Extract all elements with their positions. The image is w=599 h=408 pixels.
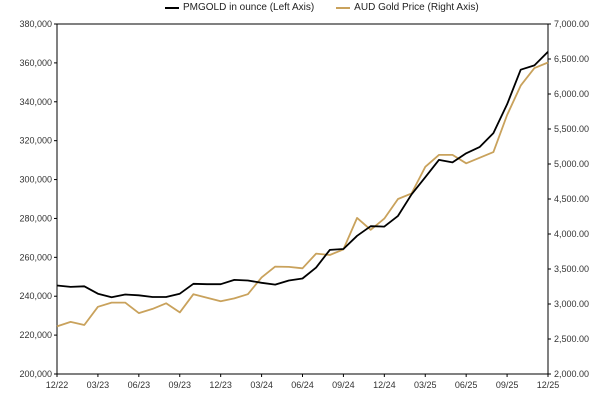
x-axis-tick-label: 12/24 — [373, 380, 396, 390]
x-axis-tick-label: 03/23 — [87, 380, 110, 390]
x-axis-tick-label: 09/24 — [332, 380, 355, 390]
left-axis-tick-label: 200,000 — [19, 369, 52, 379]
x-axis-tick-label: 09/25 — [496, 380, 519, 390]
left-axis-tick-label: 240,000 — [19, 291, 52, 301]
x-axis-tick-label: 03/24 — [250, 380, 273, 390]
legend-item-pmgold: PMGOLD in ounce (Left Axis) — [165, 2, 314, 13]
right-axis-tick-label: 7,000.00 — [554, 19, 589, 29]
right-axis-tick-label: 5,500.00 — [554, 124, 589, 134]
right-axis-tick-label: 4,000.00 — [554, 229, 589, 239]
left-axis-tick-label: 320,000 — [19, 136, 52, 146]
right-axis-tick-label: 5,000.00 — [554, 159, 589, 169]
legend-item-aud-gold: AUD Gold Price (Right Axis) — [336, 2, 479, 13]
left-axis-tick-label: 360,000 — [19, 58, 52, 68]
left-axis-tick-label: 220,000 — [19, 330, 52, 340]
right-axis-tick-label: 2,500.00 — [554, 334, 589, 344]
legend-swatch-aud-gold — [336, 6, 351, 9]
right-axis-tick-label: 3,500.00 — [554, 264, 589, 274]
x-axis-tick-label: 12/23 — [209, 380, 232, 390]
plot-area-frame — [56, 23, 549, 375]
x-axis-tick-label: 03/25 — [414, 380, 437, 390]
left-axis-tick-label: 380,000 — [19, 19, 52, 29]
right-axis-tick-label: 4,500.00 — [554, 194, 589, 204]
right-axis-tick-label: 2,000.00 — [554, 369, 589, 379]
x-axis-tick-label: 06/24 — [291, 380, 314, 390]
x-axis-tick-label: 06/25 — [455, 380, 478, 390]
right-axis-tick-label: 3,000.00 — [554, 299, 589, 309]
left-axis-tick-label: 260,000 — [19, 252, 52, 262]
legend-label-pmgold: PMGOLD in ounce (Left Axis) — [183, 2, 315, 13]
left-axis-tick-label: 340,000 — [19, 97, 52, 107]
right-axis-tick-label: 6,500.00 — [554, 54, 589, 64]
x-axis-tick-label: 12/22 — [46, 380, 69, 390]
legend-swatch-pmgold — [165, 6, 179, 9]
right-axis-tick-label: 6,000.00 — [554, 89, 589, 99]
x-axis-tick-label: 09/23 — [168, 380, 191, 390]
left-axis-tick-label: 300,000 — [19, 175, 52, 185]
series-line-pmgold — [56, 51, 549, 299]
legend-label-aud-gold: AUD Gold Price (Right Axis) — [354, 2, 479, 13]
series-line-aud-gold-price — [56, 61, 549, 328]
left-axis-tick-label: 280,000 — [19, 213, 52, 223]
x-axis-tick-label: 06/23 — [128, 380, 151, 390]
x-axis-tick-label: 12/25 — [537, 380, 560, 390]
chart-legend: PMGOLD in ounce (Left Axis) AUD Gold Pri… — [165, 2, 479, 13]
